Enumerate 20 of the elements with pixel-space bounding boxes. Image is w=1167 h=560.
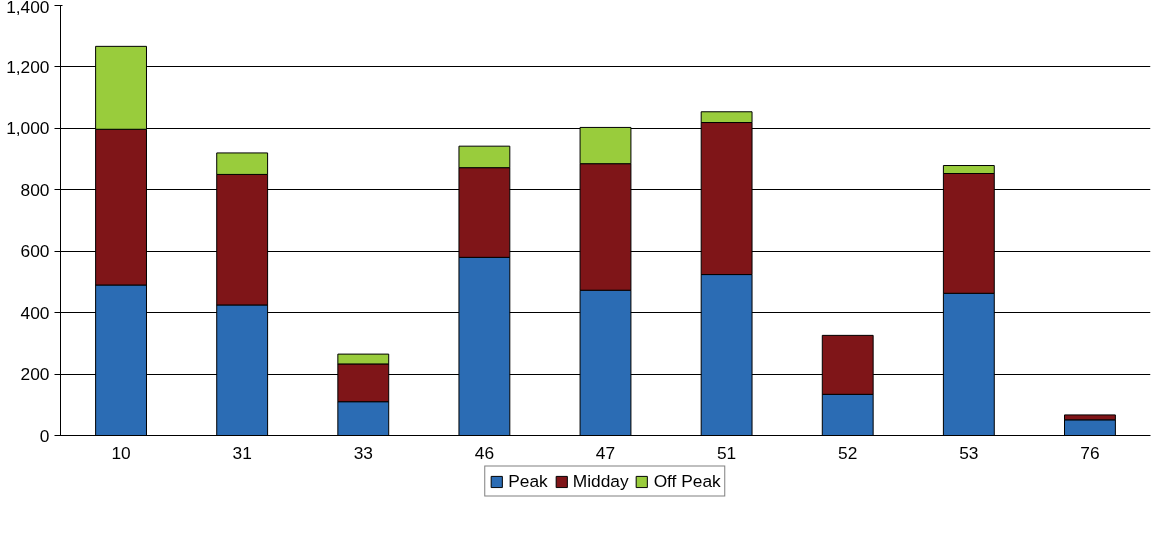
x-tick-label: 51 [716, 442, 737, 463]
legend-label: Off Peak [653, 470, 721, 492]
y-tick-label: 200 [20, 364, 50, 385]
y-tick-label: 1,400 [6, 0, 50, 17]
y-tick-label: 0 [39, 425, 50, 446]
legend-label: Peak [508, 470, 548, 492]
x-tick-label: 10 [111, 442, 131, 463]
y-tick-label: 1,200 [6, 56, 50, 77]
x-tick-label: 76 [1080, 442, 1100, 463]
legend-label: Midday [572, 470, 629, 492]
x-tick-label: 33 [353, 442, 373, 463]
x-tick-label: 31 [232, 442, 252, 463]
y-tick-label: 1,000 [6, 118, 50, 139]
x-tick-label: 47 [595, 442, 616, 463]
y-tick-label: 400 [20, 302, 50, 323]
x-tick-label: 53 [959, 442, 979, 463]
y-tick-label: 600 [20, 241, 50, 262]
x-tick-label: 46 [474, 442, 495, 463]
y-tick-label: 800 [20, 179, 50, 200]
x-tick-label: 52 [838, 442, 858, 463]
